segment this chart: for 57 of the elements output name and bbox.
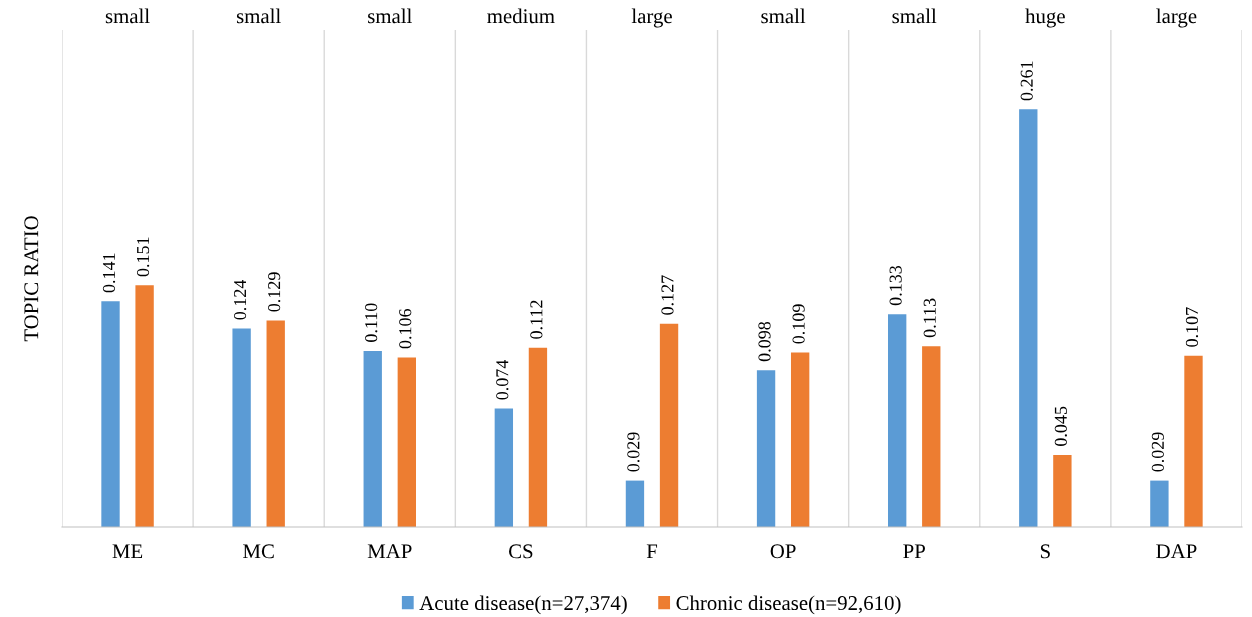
bar bbox=[101, 301, 120, 527]
data-label: 0.098 bbox=[758, 321, 771, 362]
data-label: 0.112 bbox=[530, 300, 543, 339]
x-tick-label: MAP bbox=[367, 544, 412, 559]
bar bbox=[528, 347, 548, 527]
y-axis-title: TOPIC RATIO bbox=[24, 216, 39, 342]
data-label: 0.045 bbox=[1054, 406, 1067, 446]
bar bbox=[1053, 454, 1072, 527]
bar bbox=[135, 285, 154, 527]
data-label: 0.106 bbox=[399, 308, 412, 349]
data-label: 0.129 bbox=[268, 272, 281, 312]
x-tick-label: S bbox=[1040, 544, 1050, 559]
bar bbox=[1150, 480, 1169, 527]
x-tick-label: PP bbox=[903, 544, 925, 559]
bar bbox=[756, 370, 776, 527]
text: large bbox=[1156, 8, 1197, 28]
bar bbox=[397, 357, 416, 527]
data-label: 0.133 bbox=[889, 265, 902, 306]
text: small bbox=[368, 8, 412, 24]
data-label: 0.029 bbox=[627, 432, 640, 472]
x-tick-label: F bbox=[646, 544, 658, 559]
text: small bbox=[236, 8, 281, 24]
x-tick-label: ME bbox=[112, 544, 143, 559]
data-label: 0.029 bbox=[1151, 432, 1164, 472]
bar bbox=[922, 346, 941, 527]
data-label: 0.124 bbox=[233, 279, 247, 320]
text: large bbox=[631, 8, 672, 28]
data-label: 0.261 bbox=[1020, 61, 1033, 101]
data-label: 0.109 bbox=[792, 304, 805, 344]
x-tick-label: OP bbox=[770, 544, 796, 559]
bar bbox=[659, 323, 679, 527]
bar bbox=[790, 352, 810, 527]
bar bbox=[888, 314, 907, 527]
data-label: 0.151 bbox=[136, 237, 150, 277]
bar bbox=[1019, 109, 1038, 527]
bar bbox=[494, 408, 514, 527]
bar bbox=[1184, 355, 1203, 527]
legend-label: Acute disease(n=27,374) bbox=[419, 595, 627, 615]
bar bbox=[266, 320, 285, 527]
text: small bbox=[892, 8, 937, 24]
text: small bbox=[105, 8, 150, 24]
data-label: 0.113 bbox=[923, 298, 936, 338]
bar bbox=[232, 328, 251, 527]
data-label: 0.074 bbox=[496, 359, 509, 400]
data-label: 0.107 bbox=[1185, 307, 1199, 347]
bar bbox=[625, 480, 645, 527]
legend-label: Chronic disease(n=92,610) bbox=[676, 595, 901, 615]
data-label: 0.127 bbox=[661, 275, 674, 315]
bar bbox=[363, 350, 382, 527]
text: medium bbox=[487, 8, 555, 24]
text: huge bbox=[1025, 8, 1065, 28]
x-tick-label: MC bbox=[243, 544, 274, 559]
text: small bbox=[761, 8, 806, 24]
data-label: 0.141 bbox=[102, 253, 116, 293]
x-tick-label: CS bbox=[509, 544, 533, 559]
data-label: 0.110 bbox=[365, 303, 378, 342]
x-tick-label: DAP bbox=[1156, 544, 1197, 559]
